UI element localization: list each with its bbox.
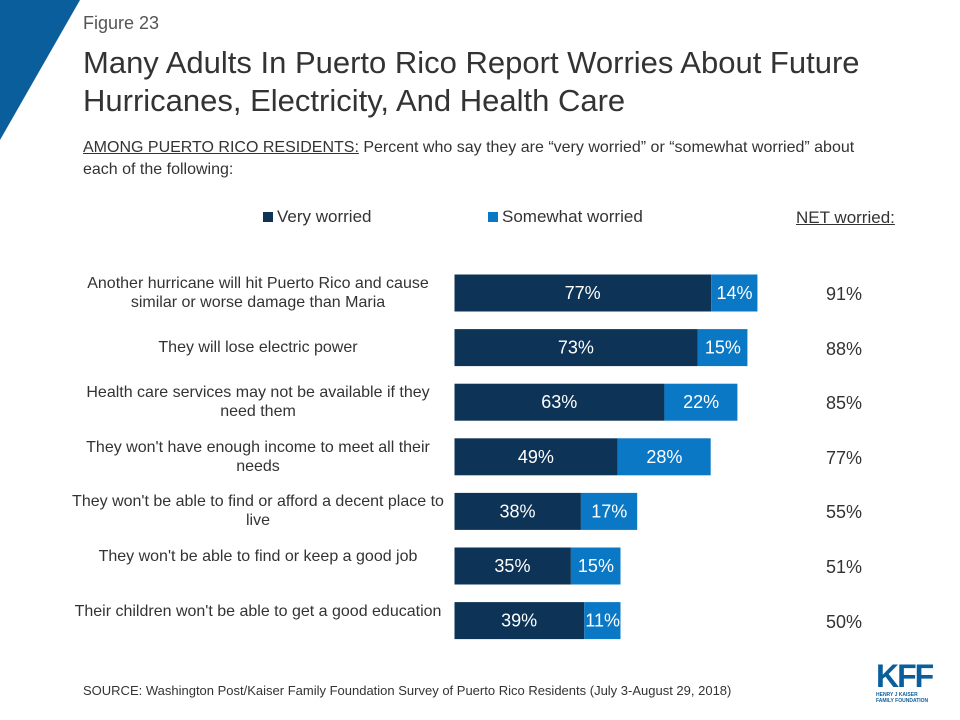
data-label-somewhat-0: 14% bbox=[717, 283, 753, 303]
data-label-somewhat-3: 28% bbox=[646, 447, 682, 467]
bar-somewhat-3 bbox=[617, 437, 712, 476]
category-label-3: They won't have enough income to meet al… bbox=[86, 438, 430, 475]
category-label-5: They won't be able to find or keep a goo… bbox=[98, 548, 418, 565]
corner-decoration bbox=[0, 0, 80, 140]
bar-very-3 bbox=[454, 437, 618, 476]
net-value-3: 77% bbox=[826, 447, 863, 468]
kff-logo: KFF HENRY J KAISER FAMILY FOUNDATION bbox=[876, 660, 948, 704]
net-value-2: 85% bbox=[826, 393, 863, 414]
data-label-very-3: 49% bbox=[518, 447, 554, 467]
data-label-somewhat-5: 15% bbox=[578, 556, 614, 576]
chart-title: Many Adults In Puerto Rico Report Worrie… bbox=[83, 45, 860, 118]
data-label-very-5: 35% bbox=[494, 556, 530, 576]
subtitle-prefix: AMONG PUERTO RICO RESIDENTS: bbox=[83, 139, 359, 156]
data-label-somewhat-4: 17% bbox=[591, 501, 627, 521]
net-value-0: 91% bbox=[826, 284, 863, 304]
bar-outline-4 bbox=[453, 491, 639, 531]
legend-item-very-worried: Very worried bbox=[263, 207, 371, 227]
category-label-0: Another hurricane will hit Puerto Rico a… bbox=[87, 275, 429, 311]
bar-outline-1 bbox=[453, 328, 749, 368]
logo-line1: HENRY J KAISER bbox=[876, 692, 918, 698]
bar-outline-3 bbox=[453, 437, 712, 477]
bar-somewhat-2 bbox=[664, 383, 738, 422]
legend-item-somewhat-worried: Somewhat worried bbox=[488, 207, 643, 227]
bar-somewhat-1 bbox=[697, 328, 748, 367]
category-label-1: They will lose electric power bbox=[158, 338, 358, 356]
figure-label: Figure 23 bbox=[83, 13, 160, 33]
legend-label-very-worried: Very worried bbox=[277, 207, 372, 226]
bar-very-6 bbox=[454, 601, 585, 640]
bar-somewhat-4 bbox=[580, 492, 638, 531]
category-label-4: They won't be able to find or afford a d… bbox=[72, 493, 444, 530]
source-note: SOURCE: Washington Post/Kaiser Family Fo… bbox=[83, 683, 732, 698]
bar-somewhat-0 bbox=[711, 274, 758, 312]
bar-somewhat-6 bbox=[584, 601, 621, 640]
bar-very-4 bbox=[454, 492, 581, 531]
bar-very-1 bbox=[454, 328, 698, 367]
net-value-5: 51% bbox=[826, 557, 863, 577]
net-value-1: 88% bbox=[826, 338, 863, 359]
logo-text: KFF bbox=[876, 658, 934, 694]
bar-outline-0 bbox=[453, 273, 759, 313]
bar-outline-6 bbox=[453, 601, 622, 641]
data-label-very-6: 39% bbox=[501, 611, 537, 631]
bar-outline-2 bbox=[453, 382, 739, 422]
legend-swatch-very-worried bbox=[263, 212, 273, 222]
net-worried-header: NET worried: bbox=[796, 208, 895, 227]
data-label-somewhat-1: 15% bbox=[705, 338, 741, 358]
data-label-very-1: 73% bbox=[558, 338, 594, 358]
legend-swatch-somewhat-worried bbox=[488, 212, 498, 222]
bar-very-0 bbox=[454, 274, 712, 312]
data-label-very-0: 77% bbox=[565, 283, 601, 303]
net-value-4: 55% bbox=[826, 502, 863, 523]
data-label-very-2: 63% bbox=[541, 392, 577, 412]
bar-outline-5 bbox=[453, 546, 622, 586]
data-label-somewhat-2: 22% bbox=[683, 392, 719, 412]
legend-label-somewhat-worried: Somewhat worried bbox=[502, 207, 643, 226]
data-label-very-4: 38% bbox=[499, 501, 535, 521]
data-label-somewhat-6: 11% bbox=[585, 611, 620, 631]
bar-somewhat-5 bbox=[570, 547, 621, 585]
category-label-6: Their children won't be able to get a go… bbox=[74, 602, 442, 620]
net-value-6: 50% bbox=[826, 611, 863, 632]
logo-line2: FAMILY FOUNDATION bbox=[876, 698, 929, 704]
bar-very-2 bbox=[454, 383, 665, 422]
subtitle-text: Percent who say they are “very worried” … bbox=[83, 139, 855, 178]
bar-very-5 bbox=[454, 547, 571, 585]
category-label-2: Health care services may not be availabl… bbox=[86, 384, 430, 421]
chart-subtitle: AMONG PUERTO RICO RESIDENTS: Percent who… bbox=[83, 137, 883, 181]
